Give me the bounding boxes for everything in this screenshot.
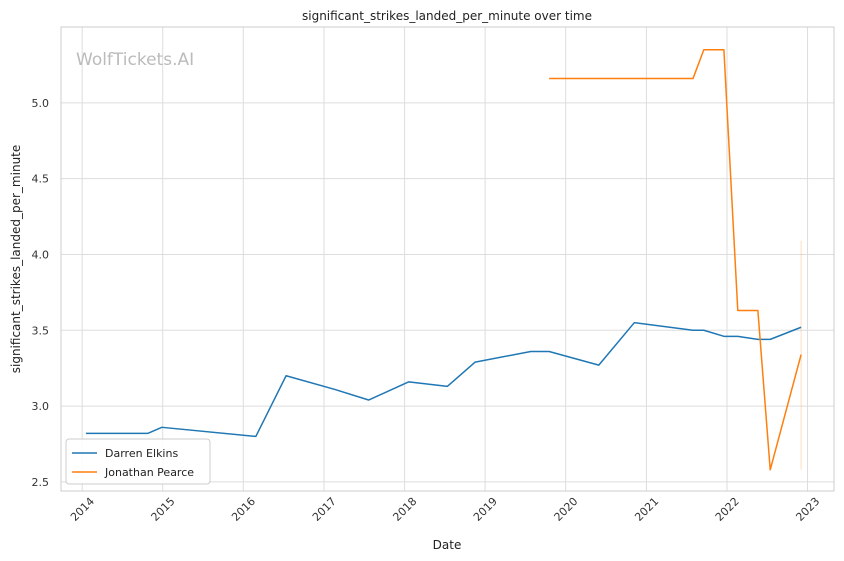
- series-line-jonathan-pearce: [549, 49, 802, 471]
- y-tick-label: 5.0: [32, 97, 50, 110]
- legend: Darren Elkins Jonathan Pearce: [65, 438, 211, 485]
- x-tick-label: 2014: [68, 495, 97, 524]
- legend-label-darren-elkins: Darren Elkins: [105, 447, 178, 460]
- y-tick-labels: 2.5 3.0 3.5 4.0 4.5 5.0: [32, 97, 50, 489]
- y-tick-label: 4.0: [32, 248, 50, 261]
- y-axis-title: significant_strikes_landed_per_minute: [9, 145, 23, 374]
- y-tick-label: 3.5: [32, 324, 50, 337]
- x-tick-label: 2016: [229, 495, 258, 524]
- legend-label-jonathan-pearce: Jonathan Pearce: [104, 466, 194, 479]
- x-axis-title: Date: [433, 538, 462, 552]
- series-layer: [85, 49, 802, 471]
- watermark: WolfTickets.AI: [76, 50, 194, 70]
- x-tick-label: 2017: [310, 495, 339, 524]
- series-line-darren-elkins: [85, 321, 802, 438]
- plot-frame: [60, 26, 835, 492]
- x-tick-label: 2020: [552, 495, 581, 524]
- y-tick-label: 3.0: [32, 400, 50, 413]
- plot-area: [61, 27, 834, 491]
- y-tick-label: 4.5: [32, 173, 50, 186]
- x-tick-labels: 2014 2015 2016 2017 2018 2019 2020 2021 2022 2023: [68, 495, 822, 524]
- x-tick-label: 2018: [390, 495, 419, 524]
- x-tick-label: 2021: [632, 495, 661, 524]
- chart-title: significant_strikes_landed_per_minute ov…: [302, 9, 592, 23]
- x-tick-label: 2019: [471, 495, 500, 524]
- x-tick-label: 2022: [713, 495, 742, 524]
- y-tick-label: 2.5: [32, 476, 50, 489]
- x-tick-label: 2015: [149, 495, 178, 524]
- x-tick-label: 2023: [793, 495, 822, 524]
- legend-box: [65, 438, 211, 485]
